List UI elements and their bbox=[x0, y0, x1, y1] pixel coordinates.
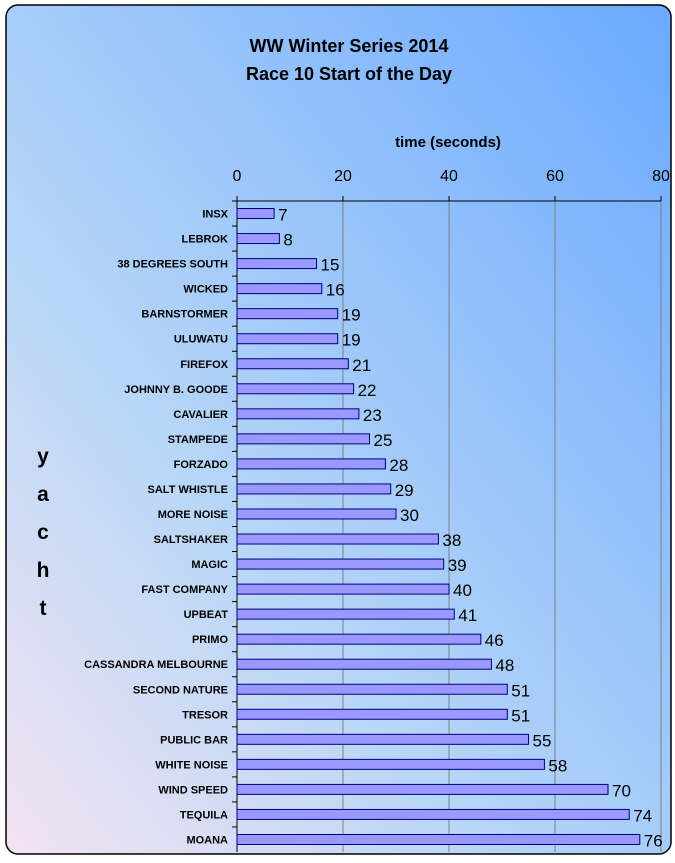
data-label: 76 bbox=[644, 831, 663, 850]
bar bbox=[236, 383, 355, 395]
bar bbox=[236, 583, 450, 595]
bars bbox=[236, 208, 641, 845]
data-label: 7 bbox=[278, 206, 287, 225]
data-label: 40 bbox=[453, 581, 472, 600]
bar bbox=[236, 483, 392, 495]
bar bbox=[236, 458, 386, 470]
bar bbox=[236, 808, 630, 820]
bar bbox=[236, 433, 370, 445]
data-label: 51 bbox=[511, 706, 530, 725]
x-axis-title: time (seconds) bbox=[395, 134, 501, 151]
category-label: TRESOR bbox=[182, 709, 228, 721]
data-label: 46 bbox=[485, 631, 504, 650]
data-label: 39 bbox=[448, 556, 467, 575]
data-label: 30 bbox=[400, 506, 419, 525]
data-labels: 7 8 15 16 19 19 21 22 23 25 28 29 30 38 39 40 41 46 48 51 51… bbox=[278, 206, 663, 851]
chart-background bbox=[5, 4, 672, 855]
bar bbox=[236, 783, 609, 795]
category-label: FORZADO bbox=[174, 459, 229, 471]
category-label: MORE NOISE bbox=[158, 509, 228, 521]
bar bbox=[236, 358, 349, 370]
category-label: INSX bbox=[202, 209, 228, 221]
data-label: 19 bbox=[342, 331, 361, 350]
data-label: 16 bbox=[326, 281, 345, 300]
category-label: WICKED bbox=[183, 284, 228, 296]
category-label: WIND SPEED bbox=[158, 784, 228, 796]
x-tick-label: 60 bbox=[546, 168, 564, 185]
data-label: 70 bbox=[612, 781, 631, 800]
data-label: 58 bbox=[548, 756, 567, 775]
chart-title-line-2: Race 10 Start of the Day bbox=[246, 64, 452, 84]
category-label: PRIMO bbox=[192, 634, 229, 646]
category-label: LEBROK bbox=[182, 234, 229, 246]
category-label: BARNSTORMER bbox=[141, 309, 228, 321]
x-tick-label: 40 bbox=[440, 168, 458, 185]
data-label: 8 bbox=[283, 231, 292, 250]
data-label: 74 bbox=[633, 806, 652, 825]
category-label: 38 DEGREES SOUTH bbox=[117, 259, 228, 271]
bar bbox=[236, 833, 641, 845]
bar bbox=[236, 733, 529, 745]
y-axis-title-letter: y bbox=[37, 445, 49, 468]
category-label: MAGIC bbox=[191, 559, 228, 571]
bar bbox=[236, 408, 360, 420]
category-label: SALT WHISTLE bbox=[148, 484, 228, 496]
bar bbox=[236, 758, 545, 770]
data-label: 55 bbox=[533, 731, 552, 750]
bar bbox=[236, 633, 482, 645]
category-label: FIREFOX bbox=[180, 359, 228, 371]
bar bbox=[236, 308, 339, 320]
data-label: 48 bbox=[495, 656, 514, 675]
data-label: 21 bbox=[352, 356, 371, 375]
category-label: TEQUILA bbox=[180, 809, 228, 821]
y-axis-title-letter: a bbox=[37, 483, 49, 506]
category-label: STAMPEDE bbox=[168, 434, 228, 446]
bar bbox=[236, 708, 508, 720]
bar bbox=[236, 508, 397, 520]
category-label: FAST COMPANY bbox=[141, 584, 228, 596]
x-axis: 0 20 40 60 80 bbox=[232, 168, 670, 852]
category-label: JOHNNY B. GOODE bbox=[124, 384, 228, 396]
data-label: 25 bbox=[374, 431, 393, 450]
bar bbox=[236, 608, 455, 620]
data-label: 15 bbox=[321, 256, 340, 275]
bar bbox=[236, 208, 275, 220]
bar bbox=[236, 333, 339, 345]
category-labels: INSX LEBROK 38 DEGREES SOUTH WICKED BARNSTOR… bbox=[84, 209, 228, 847]
category-label: PUBLIC BAR bbox=[160, 734, 228, 746]
category-label: UPBEAT bbox=[184, 609, 229, 621]
category-label: CASSANDRA MELBOURNE bbox=[84, 659, 228, 671]
y-axis-title-letter: c bbox=[37, 521, 49, 544]
x-tick-label: 20 bbox=[334, 168, 352, 185]
data-label: 28 bbox=[389, 456, 408, 475]
category-label: SALTSHAKER bbox=[154, 534, 228, 546]
data-label: 41 bbox=[458, 606, 477, 625]
bar bbox=[236, 658, 492, 670]
data-label: 38 bbox=[442, 531, 461, 550]
chart-title-line-1: WW Winter Series 2014 bbox=[250, 36, 449, 56]
data-label: 19 bbox=[342, 306, 361, 325]
category-label: WHITE NOISE bbox=[155, 759, 228, 771]
category-label: MOANA bbox=[186, 834, 228, 846]
data-label: 22 bbox=[358, 381, 377, 400]
bar bbox=[236, 533, 439, 545]
x-tick-label: 0 bbox=[233, 168, 242, 185]
bar bbox=[236, 683, 508, 695]
category-label: ULUWATU bbox=[174, 334, 228, 346]
data-label: 51 bbox=[511, 681, 530, 700]
bar bbox=[236, 233, 280, 245]
data-label: 23 bbox=[363, 406, 382, 425]
y-axis-title-letter: t bbox=[40, 597, 47, 620]
x-tick-label: 80 bbox=[652, 168, 670, 185]
y-axis-title-letter: h bbox=[37, 559, 50, 582]
data-label: 29 bbox=[395, 481, 414, 500]
category-label: SECOND NATURE bbox=[133, 684, 228, 696]
category-label: CAVALIER bbox=[173, 409, 228, 421]
bar bbox=[236, 558, 445, 570]
bar bbox=[236, 258, 317, 270]
bar bbox=[236, 283, 323, 295]
